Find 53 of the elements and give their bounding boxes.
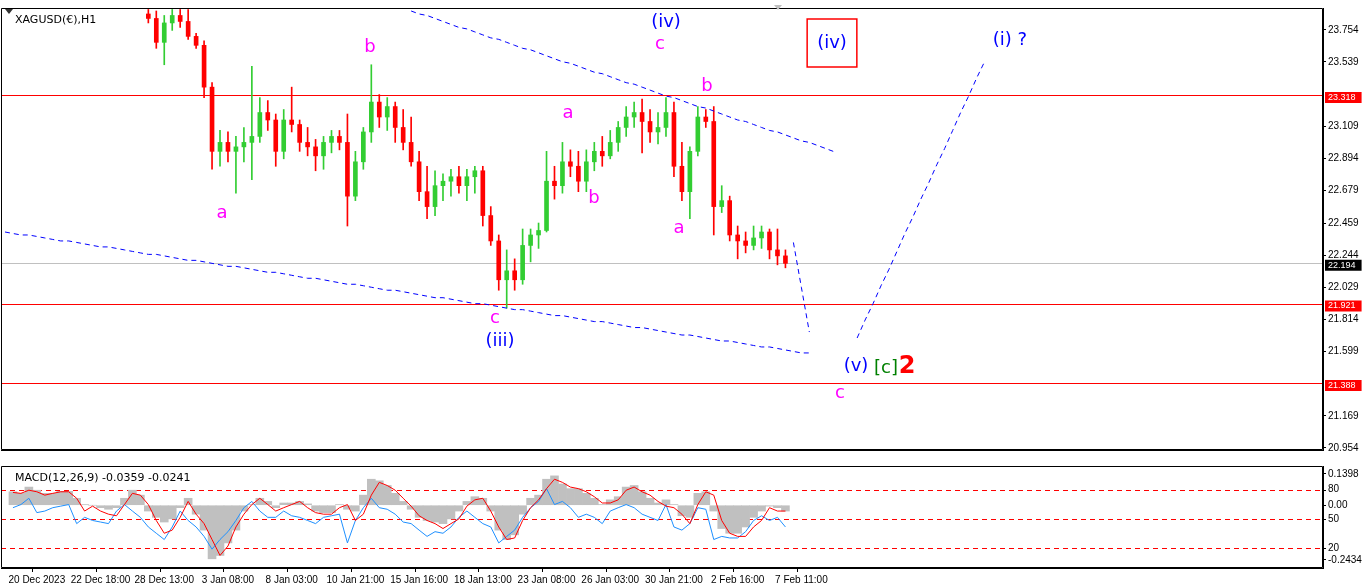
- annotation: (iv): [817, 30, 847, 52]
- y-tick-label: 22.894: [1328, 151, 1360, 163]
- y2-tick-label: 20: [1328, 542, 1340, 554]
- x-tick-label: 7 Feb 11:00: [775, 573, 829, 585]
- y-tick-label: 22.679: [1328, 184, 1360, 196]
- x-tick-label: 20 Dec 2023: [8, 573, 66, 585]
- annotation: b: [364, 34, 376, 56]
- annotation: a: [673, 215, 685, 237]
- ref-line-label: 22.194: [1328, 259, 1356, 270]
- y-tick-label: 21.169: [1328, 409, 1360, 421]
- x-tick-label: 15 Jan 16:00: [390, 573, 449, 585]
- y-tick-label: 0.1398: [1328, 467, 1360, 479]
- x-tick-label: 22 Dec 18:00: [70, 573, 131, 585]
- y-tick-label: 23.754: [1328, 23, 1360, 35]
- x-tick-label: 23 Jan 08:00: [517, 573, 576, 585]
- x-tick-label: 3 Jan 08:00: [201, 573, 255, 585]
- y-tick-label: 22.244: [1328, 249, 1360, 261]
- annotation: b: [701, 73, 713, 95]
- annotation: (v): [843, 353, 869, 375]
- annotation: c: [655, 31, 665, 53]
- annotation: (i) ?: [992, 27, 1028, 49]
- y-tick-label: 21.814: [1328, 313, 1360, 325]
- x-tick-label: 18 Jan 13:00: [453, 573, 513, 585]
- annotation: b: [588, 185, 600, 207]
- x-tick-label: 30 Jan 21:00: [645, 573, 704, 585]
- text: MACD(12,26,9) -0.0359 -0.0241: [15, 470, 191, 484]
- x-tick-label: 10 Jan 21:00: [326, 573, 385, 585]
- annotation: c: [490, 305, 500, 327]
- annotation: a: [562, 100, 574, 122]
- x-tick-label: 8 Jan 03:00: [265, 573, 319, 585]
- y-tick-label: 22.459: [1328, 216, 1360, 228]
- ref-line-label: 23.318: [1328, 91, 1356, 102]
- x-tick-label: 26 Jan 03:00: [581, 573, 640, 585]
- annotation: (iii): [485, 328, 515, 350]
- y-tick-label: 0.00: [1328, 498, 1348, 510]
- annotation: a: [216, 200, 228, 222]
- y-tick-label: 22.029: [1328, 281, 1360, 293]
- y-tick-label: 23.539: [1328, 55, 1360, 67]
- annotation: (iv): [651, 9, 681, 31]
- annotation: [c]: [874, 355, 898, 377]
- y-tick-label: -0.2434: [1328, 553, 1363, 565]
- y-tick-label: 21.599: [1328, 345, 1360, 357]
- text: XAGUSD(€),H1: [15, 12, 97, 26]
- y2-tick-label: 50: [1328, 512, 1340, 524]
- annotation: 2: [898, 351, 916, 380]
- annotation: c: [835, 380, 845, 402]
- y-tick-label: 23.109: [1328, 119, 1360, 131]
- ref-line-label: 21.388: [1328, 380, 1356, 391]
- x-tick-label: 28 Dec 13:00: [134, 573, 195, 585]
- x-tick-label: 2 Feb 16:00: [710, 573, 765, 585]
- ref-line-label: 21.921: [1328, 300, 1356, 311]
- y2-tick-label: 80: [1328, 483, 1340, 495]
- y-tick-label: 20.954: [1328, 441, 1360, 453]
